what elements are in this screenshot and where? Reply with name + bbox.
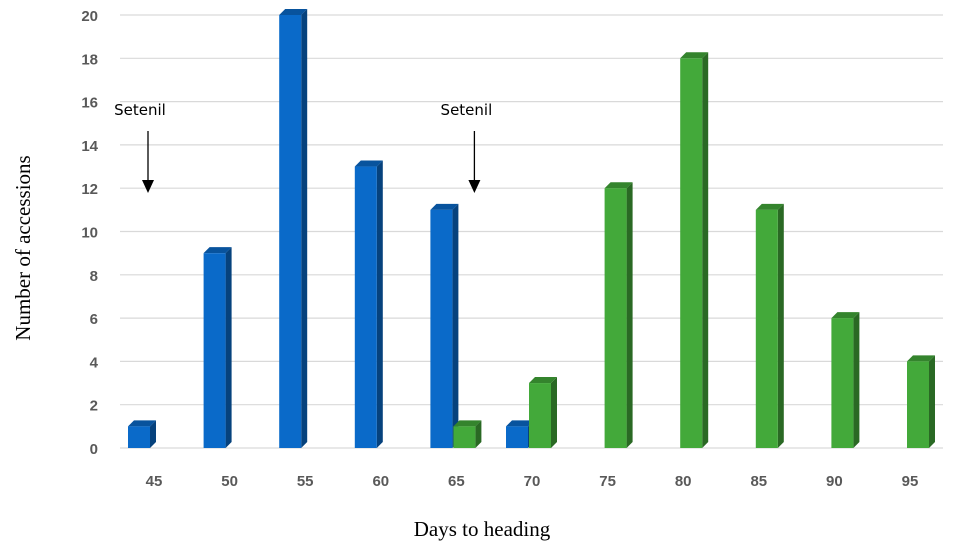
- x-tick-label: 60: [372, 473, 389, 490]
- annotation-label: Setenil: [441, 101, 493, 119]
- annotation-label: Setenil: [114, 101, 166, 119]
- y-tick-label: 2: [90, 398, 98, 415]
- bar: [755, 203, 784, 448]
- y-tick-label: 4: [90, 354, 99, 371]
- x-tick-label: 55: [297, 473, 314, 490]
- bar: [680, 52, 709, 449]
- x-tick-label: 50: [221, 473, 238, 490]
- x-tick-label: 70: [524, 473, 541, 490]
- y-tick-label: 14: [81, 138, 98, 155]
- bar: [907, 355, 935, 448]
- annotation: Setenil: [114, 101, 166, 193]
- bar: [354, 160, 383, 449]
- bar: [128, 420, 156, 448]
- y-tick-label: 16: [81, 95, 98, 112]
- bar: [430, 203, 459, 448]
- bars: [128, 9, 935, 449]
- down-arrow-icon: [468, 180, 481, 193]
- x-tick-labels: 45 50 55 60 65 70 75 80 85 90 95: [146, 473, 919, 490]
- x-tick-label: 45: [146, 473, 163, 490]
- x-tick-label: 80: [675, 473, 692, 490]
- y-tick-label: 6: [90, 311, 98, 328]
- x-tick-label: 85: [750, 473, 767, 490]
- y-tick-label: 0: [90, 441, 98, 458]
- bar: [831, 312, 860, 448]
- down-arrow-icon: [142, 180, 154, 193]
- x-tick-label: 75: [599, 473, 616, 490]
- bar: [203, 247, 232, 448]
- annotations: Setenil Setenil: [114, 101, 492, 193]
- x-tick-label: 65: [448, 473, 465, 490]
- bar: [279, 9, 308, 448]
- x-tick-label: 95: [902, 473, 919, 490]
- y-tick-label: 12: [81, 181, 98, 198]
- y-axis-title: Number of accessions: [11, 155, 35, 340]
- y-tick-labels: 0 2 4 6 8 10 12 14 16 18 20: [81, 8, 98, 458]
- gridlines: [120, 14, 943, 449]
- annotation: Setenil: [441, 101, 493, 193]
- x-tick-label: 90: [826, 473, 843, 490]
- bar: [604, 182, 633, 448]
- bar: [453, 420, 482, 448]
- bar: [529, 377, 557, 448]
- y-tick-label: 18: [81, 51, 98, 68]
- x-axis-title: Days to heading: [414, 517, 551, 541]
- y-tick-label: 8: [90, 268, 98, 285]
- y-tick-label: 10: [81, 225, 98, 242]
- y-tick-label: 20: [81, 8, 98, 25]
